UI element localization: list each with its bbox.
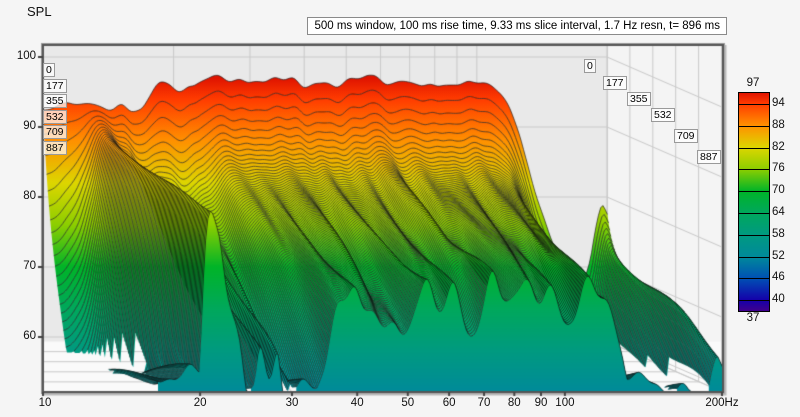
color-scale-tick-label: 88 bbox=[772, 118, 785, 131]
slice-time-label-right: 709 bbox=[674, 129, 698, 143]
freq-axis-tick: 90 bbox=[534, 397, 548, 409]
freq-axis-tick: 40 bbox=[350, 397, 364, 409]
color-scale-min-label: 37 bbox=[746, 312, 760, 324]
color-scale-boundary bbox=[739, 103, 769, 105]
color-scale-tick-label: 76 bbox=[772, 162, 785, 175]
color-scale-tick-label: 70 bbox=[772, 184, 785, 197]
freq-axis-tick: 70 bbox=[477, 397, 491, 409]
color-scale-boundary bbox=[739, 212, 769, 214]
color-scale-boundary bbox=[739, 300, 769, 302]
color-scale-tick-label: 82 bbox=[772, 140, 785, 153]
spl-axis-tick: 60 bbox=[23, 330, 36, 342]
spl-axis-tick: 100 bbox=[16, 50, 36, 62]
color-scale-tick-label: 58 bbox=[772, 227, 785, 240]
color-scale-bar bbox=[738, 92, 770, 312]
color-scale-boundary bbox=[739, 256, 769, 258]
spl-axis-tick: 90 bbox=[23, 120, 36, 132]
slice-time-label-right: 355 bbox=[627, 92, 651, 106]
color-scale-boundary bbox=[739, 169, 769, 171]
slice-time-label-left: 709 bbox=[43, 125, 67, 140]
slice-time-label-right: 0 bbox=[584, 59, 596, 73]
measurement-settings-box: 500 ms window, 100 ms rise time, 9.33 ms… bbox=[307, 17, 727, 35]
slice-time-label-left: 0 bbox=[43, 63, 55, 77]
color-scale-boundary bbox=[739, 147, 769, 149]
color-scale-boundary bbox=[739, 234, 769, 236]
freq-axis-tick: 20 bbox=[193, 397, 207, 409]
spl-axis-tick: 80 bbox=[23, 190, 36, 202]
color-scale-boundary bbox=[739, 191, 769, 193]
color-scale-tick-label: 52 bbox=[772, 249, 785, 262]
spl-axis-title: SPL bbox=[27, 4, 52, 19]
slice-time-label-right: 177 bbox=[603, 76, 627, 90]
slice-time-label-left: 887 bbox=[43, 141, 67, 155]
slice-time-label-left: 532 bbox=[43, 109, 67, 124]
freq-axis-tick: 50 bbox=[401, 397, 415, 409]
slice-time-label-right: 532 bbox=[651, 108, 675, 122]
slice-time-label-left: 355 bbox=[43, 94, 67, 109]
color-scale-boundary bbox=[739, 125, 769, 127]
color-scale-tick-label: 64 bbox=[772, 205, 785, 218]
spl-axis-tick: 70 bbox=[23, 260, 36, 272]
freq-axis-tick: 60 bbox=[442, 397, 456, 409]
freq-axis-tick: 80 bbox=[507, 397, 521, 409]
freq-axis-tick: 100 bbox=[555, 397, 575, 409]
color-scale-tick-label: 40 bbox=[772, 293, 785, 306]
color-scale-boundary bbox=[739, 278, 769, 280]
freq-axis-tick: 30 bbox=[285, 397, 299, 409]
color-scale-tick-label: 94 bbox=[772, 96, 785, 109]
slice-time-label-left: 177 bbox=[43, 78, 67, 93]
slice-time-label-right: 887 bbox=[697, 150, 721, 164]
color-scale-tick-label: 46 bbox=[772, 271, 785, 284]
freq-axis-tick: 200Hz bbox=[705, 397, 739, 409]
color-scale-max-label: 97 bbox=[746, 77, 760, 89]
freq-axis-tick: 10 bbox=[38, 397, 52, 409]
